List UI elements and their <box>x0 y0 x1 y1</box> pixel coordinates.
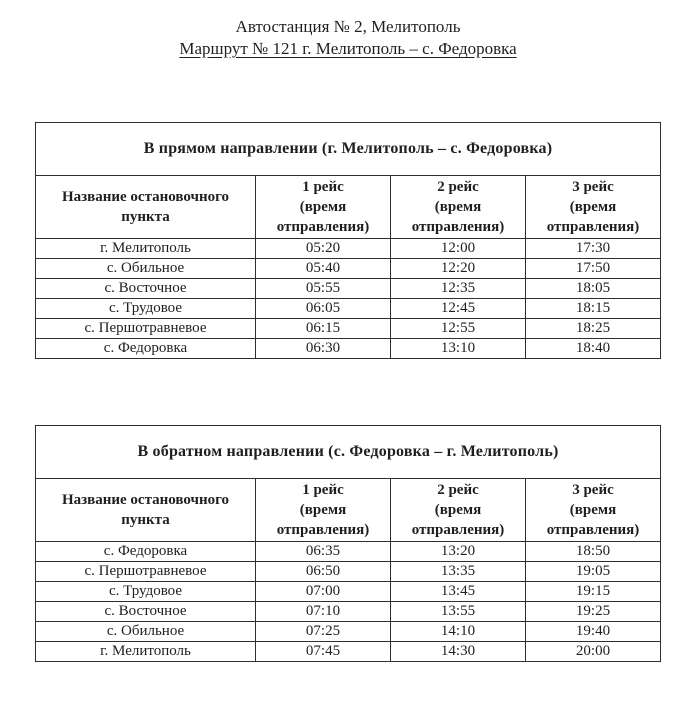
departure-time-cell: 06:05 <box>255 298 391 319</box>
departure-time-cell: 06:35 <box>255 541 391 562</box>
trip-column-header: 3 рейс (время отправления) <box>525 175 661 239</box>
trip-column-header: 1 рейс (время отправления) <box>255 175 391 239</box>
departure-time-cell: 12:00 <box>390 238 526 259</box>
stop-name-cell: с. Першотравневое <box>35 318 256 339</box>
table-row: с. Восточное 05:55 12:35 18:05 <box>35 278 661 299</box>
departure-time-cell: 06:30 <box>255 338 391 359</box>
stop-name-cell: с. Федоровка <box>35 338 256 359</box>
departure-time-cell: 18:15 <box>525 298 661 319</box>
stop-name-cell: с. Федоровка <box>35 541 256 562</box>
trip-column-header: 2 рейс (время отправления) <box>390 478 526 542</box>
departure-time-cell: 12:20 <box>390 258 526 279</box>
departure-time-cell: 12:55 <box>390 318 526 339</box>
stop-name-cell: с. Обильное <box>35 258 256 279</box>
direction-title: В обратном направлении (с. Федоровка – г… <box>35 425 661 479</box>
departure-time-cell: 05:55 <box>255 278 391 299</box>
direction-title-row: В обратном направлении (с. Федоровка – г… <box>35 425 661 479</box>
column-header-row: Название остановочного пункта 1 рейс (вре… <box>35 175 661 239</box>
stop-name-cell: с. Трудовое <box>35 298 256 319</box>
departure-time-cell: 06:50 <box>255 561 391 582</box>
stop-name-cell: с. Першотравневое <box>35 561 256 582</box>
column-header-row: Название остановочного пункта 1 рейс (вре… <box>35 478 661 542</box>
table-row: с. Федоровка 06:35 13:20 18:50 <box>35 541 661 562</box>
stop-name-column-header: Название остановочного пункта <box>35 478 256 542</box>
departure-time-cell: 17:50 <box>525 258 661 279</box>
trip-column-header: 2 рейс (время отправления) <box>390 175 526 239</box>
departure-time-cell: 18:25 <box>525 318 661 339</box>
direction-title-row: В прямом направлении (г. Мелитополь – с.… <box>35 122 661 176</box>
trip-column-header: 3 рейс (время отправления) <box>525 478 661 542</box>
departure-time-cell: 13:20 <box>390 541 526 562</box>
stop-name-cell: г. Мелитополь <box>35 238 256 259</box>
departure-time-cell: 19:15 <box>525 581 661 602</box>
direction-title: В прямом направлении (г. Мелитополь – с.… <box>35 122 661 176</box>
stop-name-cell: с. Трудовое <box>35 581 256 602</box>
stop-name-cell: с. Обильное <box>35 621 256 642</box>
departure-time-cell: 13:35 <box>390 561 526 582</box>
schedule-table-backward: В обратном направлении (с. Федоровка – г… <box>35 425 661 662</box>
route-subtitle: Маршрут № 121 г. Мелитополь – с. Федоров… <box>179 39 517 58</box>
table-row: с. Восточное 07:10 13:55 19:25 <box>35 601 661 622</box>
table-row: с. Трудовое 07:00 13:45 19:15 <box>35 581 661 602</box>
departure-time-cell: 12:45 <box>390 298 526 319</box>
departure-time-cell: 19:05 <box>525 561 661 582</box>
table-row: с. Обильное 05:40 12:20 17:50 <box>35 258 661 279</box>
departure-time-cell: 18:50 <box>525 541 661 562</box>
departure-time-cell: 18:40 <box>525 338 661 359</box>
stop-name-cell: с. Восточное <box>35 278 256 299</box>
table-row: с. Першотравневое 06:15 12:55 18:25 <box>35 318 661 339</box>
table-row: с. Першотравневое 06:50 13:35 19:05 <box>35 561 661 582</box>
stop-name-cell: г. Мелитополь <box>35 641 256 662</box>
table-row: г. Мелитополь 07:45 14:30 20:00 <box>35 641 661 662</box>
table-row: с. Федоровка 06:30 13:10 18:40 <box>35 338 661 359</box>
table-row: г. Мелитополь 05:20 12:00 17:30 <box>35 238 661 259</box>
departure-time-cell: 07:10 <box>255 601 391 622</box>
departure-time-cell: 19:25 <box>525 601 661 622</box>
departure-time-cell: 14:30 <box>390 641 526 662</box>
page-title: Автостанция № 2, Мелитополь <box>235 17 461 36</box>
departure-time-cell: 17:30 <box>525 238 661 259</box>
departure-time-cell: 12:35 <box>390 278 526 299</box>
schedule-table-forward: В прямом направлении (г. Мелитополь – с.… <box>35 122 661 359</box>
departure-time-cell: 13:55 <box>390 601 526 622</box>
departure-time-cell: 05:40 <box>255 258 391 279</box>
departure-time-cell: 07:45 <box>255 641 391 662</box>
stop-name-column-header: Название остановочного пункта <box>35 175 256 239</box>
departure-time-cell: 07:25 <box>255 621 391 642</box>
departure-time-cell: 13:45 <box>390 581 526 602</box>
table-row: с. Обильное 07:25 14:10 19:40 <box>35 621 661 642</box>
table-row: с. Трудовое 06:05 12:45 18:15 <box>35 298 661 319</box>
departure-time-cell: 06:15 <box>255 318 391 339</box>
trip-column-header: 1 рейс (время отправления) <box>255 478 391 542</box>
departure-time-cell: 18:05 <box>525 278 661 299</box>
departure-time-cell: 19:40 <box>525 621 661 642</box>
departure-time-cell: 14:10 <box>390 621 526 642</box>
departure-time-cell: 20:00 <box>525 641 661 662</box>
departure-time-cell: 05:20 <box>255 238 391 259</box>
departure-time-cell: 13:10 <box>390 338 526 359</box>
departure-time-cell: 07:00 <box>255 581 391 602</box>
stop-name-cell: с. Восточное <box>35 601 256 622</box>
